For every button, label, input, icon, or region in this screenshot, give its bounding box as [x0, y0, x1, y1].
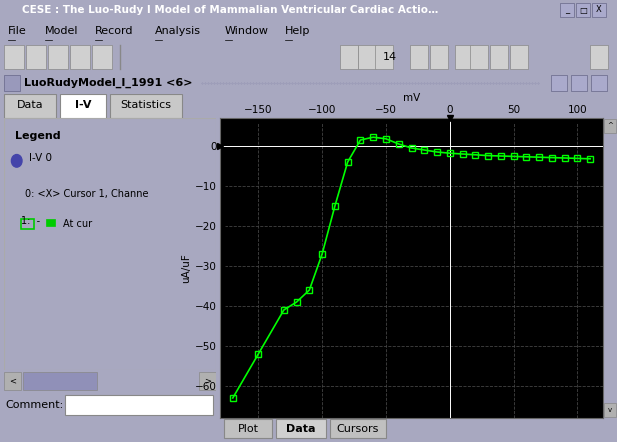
Bar — [590, 45, 608, 69]
Bar — [571, 75, 587, 91]
Bar — [46, 219, 55, 226]
Text: Window: Window — [225, 26, 269, 36]
Text: Data: Data — [286, 424, 316, 434]
Bar — [603, 403, 616, 416]
Bar — [560, 3, 574, 17]
Text: ^: ^ — [607, 122, 613, 129]
Bar — [340, 45, 358, 69]
Text: >: > — [204, 377, 211, 385]
Bar — [490, 45, 508, 69]
Bar — [430, 45, 448, 69]
Bar — [375, 45, 393, 69]
Text: _: _ — [565, 5, 569, 15]
Bar — [26, 45, 46, 69]
Bar — [592, 3, 606, 17]
Text: Help: Help — [285, 26, 310, 36]
Text: I-V: I-V — [75, 100, 91, 110]
Bar — [110, 94, 182, 118]
Text: 1:  -: 1: - — [21, 216, 40, 226]
Text: LuoRudyModel_I_1991 <6>: LuoRudyModel_I_1991 <6> — [24, 78, 193, 88]
Bar — [576, 3, 590, 17]
Text: Record: Record — [95, 26, 133, 36]
Bar — [551, 75, 567, 91]
Text: Cursors: Cursors — [337, 424, 379, 434]
Text: Analysis: Analysis — [155, 26, 201, 36]
Bar — [4, 372, 21, 390]
Bar — [70, 45, 90, 69]
Text: Data: Data — [17, 100, 43, 110]
Text: I-V 0: I-V 0 — [30, 153, 52, 164]
Bar — [4, 75, 20, 91]
Bar — [65, 395, 213, 415]
Bar — [4, 94, 56, 118]
Bar — [92, 45, 112, 69]
Bar — [358, 45, 376, 69]
X-axis label: mV: mV — [403, 93, 420, 103]
Bar — [48, 45, 68, 69]
Text: Model: Model — [45, 26, 78, 36]
Y-axis label: uA/uF: uA/uF — [181, 253, 191, 283]
Bar — [603, 119, 616, 133]
Bar — [60, 94, 106, 118]
Bar — [21, 219, 34, 229]
Circle shape — [12, 155, 22, 167]
Text: □: □ — [579, 5, 587, 15]
Text: 0: <X> Cursor 1, Channe: 0: <X> Cursor 1, Channe — [25, 189, 149, 198]
Bar — [330, 419, 386, 438]
Text: At cur: At cur — [64, 219, 93, 229]
Text: Legend: Legend — [15, 130, 60, 141]
Text: Plot: Plot — [238, 424, 259, 434]
Bar — [455, 45, 473, 69]
Text: <: < — [9, 377, 16, 385]
Bar — [591, 75, 607, 91]
Bar — [410, 45, 428, 69]
Bar — [23, 372, 97, 390]
Text: X: X — [596, 5, 602, 15]
Text: Comment:: Comment: — [5, 400, 64, 410]
Bar — [4, 45, 24, 69]
Bar — [510, 45, 528, 69]
Bar — [470, 45, 488, 69]
Bar — [224, 419, 272, 438]
Text: CESE : The Luo-Rudy I Model of Mammalian Ventricular Cardiac Actio…: CESE : The Luo-Rudy I Model of Mammalian… — [22, 5, 438, 15]
Bar — [199, 372, 216, 390]
Text: v: v — [608, 408, 612, 414]
Text: 14: 14 — [383, 52, 397, 62]
Bar — [276, 419, 326, 438]
Text: File: File — [8, 26, 27, 36]
Text: Statistics: Statistics — [120, 100, 172, 110]
